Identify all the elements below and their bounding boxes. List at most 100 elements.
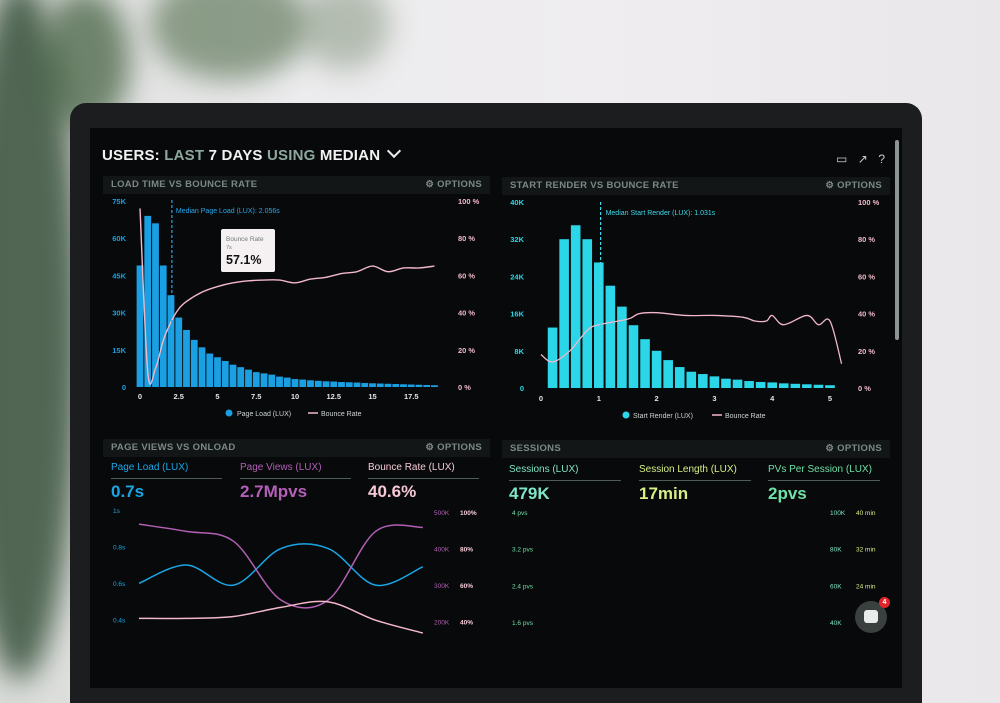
notification-badge: 4 bbox=[879, 597, 890, 608]
bar bbox=[744, 381, 754, 388]
bar bbox=[755, 381, 766, 388]
bar bbox=[190, 339, 198, 387]
legend-label-bounce-rate: Bounce Rate bbox=[321, 411, 362, 418]
chart-start-render: Median Start Render (LUX): 1.031s Start R… bbox=[540, 202, 843, 420]
bar bbox=[260, 373, 268, 387]
x-tick-label: 17.5 bbox=[404, 392, 419, 401]
bar bbox=[276, 376, 283, 387]
y-right-tick-label: 100K bbox=[830, 510, 846, 517]
panel-title: LOAD TIME VS BOUNCE RATE bbox=[111, 179, 258, 190]
bar bbox=[136, 265, 144, 387]
bar bbox=[732, 379, 743, 388]
background-plant-leaf bbox=[300, 0, 390, 70]
divider bbox=[240, 478, 351, 479]
legend-label-page-load: Page Load (LUX) bbox=[237, 411, 291, 418]
bar bbox=[407, 384, 415, 387]
last-label: LAST bbox=[164, 147, 205, 164]
scrollbar[interactable] bbox=[895, 140, 899, 340]
bar bbox=[582, 239, 593, 388]
bar bbox=[570, 225, 581, 388]
bar bbox=[400, 384, 407, 387]
y-right-tick-label: 60% bbox=[460, 583, 473, 590]
bar bbox=[159, 265, 167, 387]
bar bbox=[767, 382, 777, 388]
tooltip-title: Bounce Rate bbox=[226, 236, 264, 243]
page-title[interactable]: USERS: LAST 7 DAYS USING MEDIAN bbox=[102, 143, 401, 164]
y-right-tick-label: 40 min bbox=[856, 510, 876, 517]
y-right-tick-label: 100 % bbox=[858, 198, 880, 207]
bar bbox=[245, 369, 252, 387]
stat-label-page-load: Page Load (LUX) bbox=[111, 462, 189, 473]
y-right-tick-label: 20 % bbox=[858, 347, 875, 356]
y-right-tick-label: 20 % bbox=[458, 346, 475, 355]
bar bbox=[813, 384, 824, 388]
y-left-tick-label: 30K bbox=[112, 309, 126, 318]
y-right-tick-label: 60K bbox=[830, 583, 842, 590]
monitor-icon[interactable]: ▭ bbox=[836, 152, 848, 166]
bar bbox=[369, 383, 376, 387]
bar bbox=[709, 376, 720, 388]
y-right-tick-label: 100% bbox=[460, 510, 477, 517]
bar bbox=[802, 384, 812, 388]
users-label: USERS: bbox=[102, 147, 160, 164]
x-tick-label: 2 bbox=[655, 394, 659, 403]
y-right-tick-label: 60 % bbox=[858, 272, 875, 281]
bar bbox=[175, 317, 183, 387]
divider bbox=[111, 478, 222, 479]
bar bbox=[152, 223, 159, 387]
stat-value-bounce-rate: 40.6% bbox=[368, 482, 417, 501]
y-left-tick-label: 32K bbox=[510, 235, 524, 244]
y-right-tick-label: 32 min bbox=[856, 547, 876, 554]
y-right-tick-label: 80% bbox=[460, 547, 473, 554]
bar bbox=[698, 374, 708, 388]
y-left-tick-label: 0.6s bbox=[113, 581, 126, 588]
chat-widget-button[interactable]: 4 bbox=[855, 597, 890, 633]
options-button[interactable]: ⚙ OPTIONS bbox=[425, 442, 482, 453]
bar bbox=[237, 367, 245, 387]
bar bbox=[423, 385, 431, 387]
y-left-tick-label: 40K bbox=[510, 198, 524, 207]
panel-title: START RENDER VS BOUNCE RATE bbox=[510, 180, 679, 191]
legend-marker-page-load bbox=[225, 409, 233, 417]
tooltip: Bounce Rate 7s 57.1% bbox=[221, 229, 275, 272]
line-sessions-lux- bbox=[548, 419, 818, 478]
tooltip-value: 57.1% bbox=[226, 253, 261, 267]
stat-label-pvs-per-session: PVs Per Session (LUX) bbox=[768, 464, 872, 475]
y-left-tick-label: 24K bbox=[510, 272, 524, 281]
y-left-tick-label: 0 bbox=[122, 383, 126, 392]
median-label: Median Page Load (LUX): 2.056s bbox=[176, 208, 280, 215]
bar bbox=[183, 329, 190, 387]
y-left-tick-label: 3.2 pvs bbox=[512, 547, 534, 554]
share-icon[interactable]: ↗ bbox=[857, 152, 868, 166]
options-button[interactable]: ⚙ OPTIONS bbox=[425, 179, 482, 190]
y-right-tick-label: 80K bbox=[830, 547, 842, 554]
period-selector[interactable]: 7 DAYS bbox=[208, 147, 263, 164]
bar bbox=[345, 382, 353, 387]
y-left-tick-label: 15K bbox=[112, 346, 126, 355]
stat-label-sessions: Sessions (LUX) bbox=[509, 464, 579, 475]
bar bbox=[825, 385, 835, 388]
stat-label-page-views: Page Views (LUX) bbox=[240, 462, 322, 473]
line-pvs-per-session-lux- bbox=[548, 373, 818, 475]
options-button[interactable]: ⚙ OPTIONS bbox=[825, 443, 882, 454]
tooltip-sub: 7s bbox=[226, 245, 232, 251]
y-right-tick-label: 40K bbox=[830, 620, 842, 627]
bar bbox=[790, 383, 801, 388]
bar bbox=[338, 382, 345, 387]
bar bbox=[617, 306, 627, 388]
y-left-tick-label: 0 bbox=[520, 384, 524, 393]
y-left-tick-label: 4 pvs bbox=[512, 510, 528, 517]
x-tick-label: 5 bbox=[215, 392, 219, 401]
line-page-load-lux- bbox=[138, 543, 424, 587]
y-right-tick-label: 400K bbox=[434, 547, 450, 554]
statistic-selector[interactable]: MEDIAN bbox=[319, 147, 381, 164]
options-button[interactable]: ⚙ OPTIONS bbox=[825, 180, 882, 191]
bar bbox=[384, 383, 392, 387]
help-icon[interactable]: ? bbox=[878, 152, 885, 166]
bar bbox=[353, 382, 361, 387]
x-tick-label: 3 bbox=[712, 394, 716, 403]
y-right-tick-label: 80 % bbox=[458, 234, 475, 243]
x-tick-label: 2.5 bbox=[174, 392, 184, 401]
y-left-tick-label: 0.4s bbox=[113, 618, 126, 625]
